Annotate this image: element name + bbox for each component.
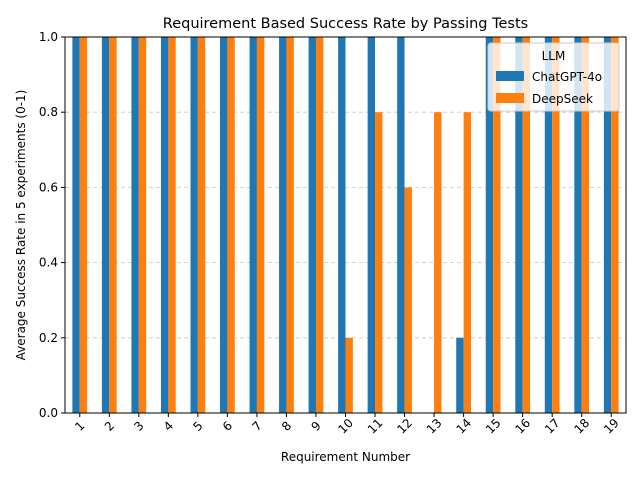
bar-deepseek-18 xyxy=(581,37,590,413)
bar-chatgpt-4o-17 xyxy=(544,37,553,413)
legend: LLM ChatGPT-4o DeepSeek xyxy=(487,42,620,112)
bar-deepseek-17 xyxy=(552,37,560,413)
y-tick-label: 0.2 xyxy=(39,331,58,345)
bar-chatgpt-4o-19 xyxy=(603,37,612,413)
bar-deepseek-2 xyxy=(109,37,117,413)
bar-deepseek-13 xyxy=(434,112,442,413)
bar-chatgpt-4o-7 xyxy=(249,37,257,413)
legend-swatch xyxy=(496,71,524,81)
y-tick-label: 1.0 xyxy=(39,30,58,44)
x-axis-title: Requirement Number xyxy=(281,450,410,464)
y-tick-label: 0.8 xyxy=(39,105,58,119)
bar-deepseek-1 xyxy=(79,37,88,413)
bar-chatgpt-4o-9 xyxy=(308,37,316,413)
bar-deepseek-4 xyxy=(168,37,176,413)
bar-deepseek-11 xyxy=(375,112,383,413)
y-tick-label: 0.4 xyxy=(39,256,58,270)
bar-chatgpt-4o-10 xyxy=(338,37,346,413)
bar-chatgpt-4o-8 xyxy=(279,37,287,413)
bar-deepseek-3 xyxy=(138,37,147,413)
bar-chatgpt-4o-16 xyxy=(515,37,523,413)
bar-chatgpt-4o-18 xyxy=(574,37,582,413)
bar-chatgpt-4o-5 xyxy=(190,37,198,413)
bar-deepseek-8 xyxy=(286,37,294,413)
bar-deepseek-15 xyxy=(493,37,501,413)
bar-deepseek-19 xyxy=(611,37,619,413)
y-tick-label: 0.0 xyxy=(39,406,58,420)
bar-deepseek-12 xyxy=(404,187,412,413)
bar-deepseek-6 xyxy=(227,37,235,413)
bar-chatgpt-4o-2 xyxy=(101,37,110,413)
bar-chatgpt-4o-3 xyxy=(131,37,139,413)
chart-title: Requirement Based Success Rate by Passin… xyxy=(163,16,528,32)
bar-deepseek-9 xyxy=(315,37,324,413)
bar-deepseek-5 xyxy=(197,37,206,413)
bar-chatgpt-4o-4 xyxy=(160,37,169,413)
bar-chatgpt-4o-15 xyxy=(485,37,494,413)
y-axis-title: Average Success Rate in 5 experiments (0… xyxy=(14,90,28,361)
bar-deepseek-7 xyxy=(256,37,265,413)
bar-chatgpt-4o-1 xyxy=(72,37,80,413)
bar-chatgpt-4o-14 xyxy=(456,337,464,413)
bar-chatgpt-4o-11 xyxy=(367,37,376,413)
legend-title: LLM xyxy=(542,49,566,63)
y-tick-label: 0.6 xyxy=(39,180,58,194)
legend-label: DeepSeek xyxy=(532,92,593,106)
y-axis: 0.0 0.2 0.4 0.6 0.8 1.0 xyxy=(39,30,65,420)
bar-chatgpt-4o-6 xyxy=(220,37,228,413)
bar-deepseek-10 xyxy=(345,337,353,413)
legend-label: ChatGPT-4o xyxy=(532,70,602,84)
bars xyxy=(72,37,619,413)
legend-swatch xyxy=(496,93,524,103)
bar-deepseek-16 xyxy=(522,37,531,413)
bar-chatgpt-4o-12 xyxy=(397,37,405,413)
bar-deepseek-14 xyxy=(463,112,471,413)
